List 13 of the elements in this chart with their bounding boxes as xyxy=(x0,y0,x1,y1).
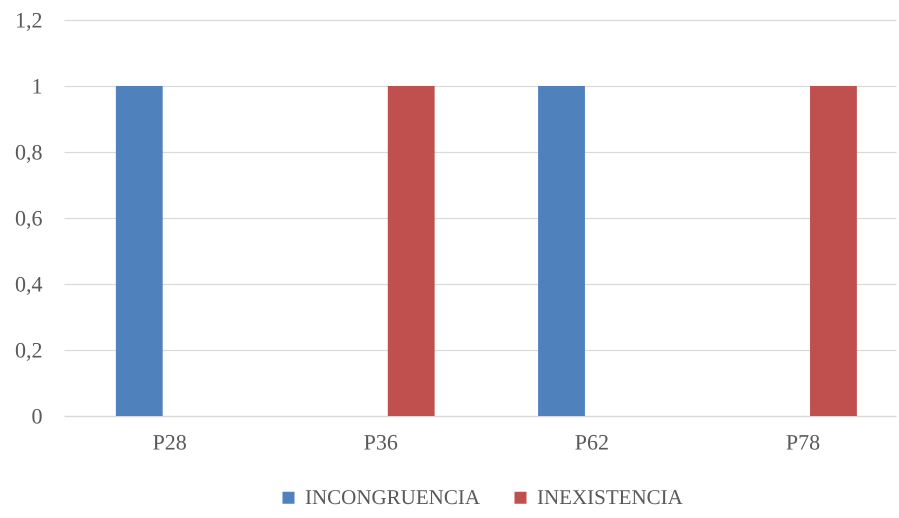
y-tick-label: 0 xyxy=(32,404,42,428)
y-tick-label: 1,2 xyxy=(15,8,42,32)
x-tick-label: P36 xyxy=(364,430,398,454)
y-tick-label: 0,8 xyxy=(15,140,42,164)
y-tick-label: 0,6 xyxy=(15,206,42,230)
y-tick-label: 0,2 xyxy=(15,338,42,362)
x-tick-label: P78 xyxy=(786,430,820,454)
x-tick-label: P62 xyxy=(574,430,610,454)
legend-label: INCONGRUENCIA xyxy=(305,484,481,509)
x-tick-label: P28 xyxy=(152,430,187,454)
legend-label: INEXISTENCIA xyxy=(537,484,684,509)
y-tick-label: 0,4 xyxy=(15,272,42,296)
y-tick-label: 1 xyxy=(32,74,42,98)
